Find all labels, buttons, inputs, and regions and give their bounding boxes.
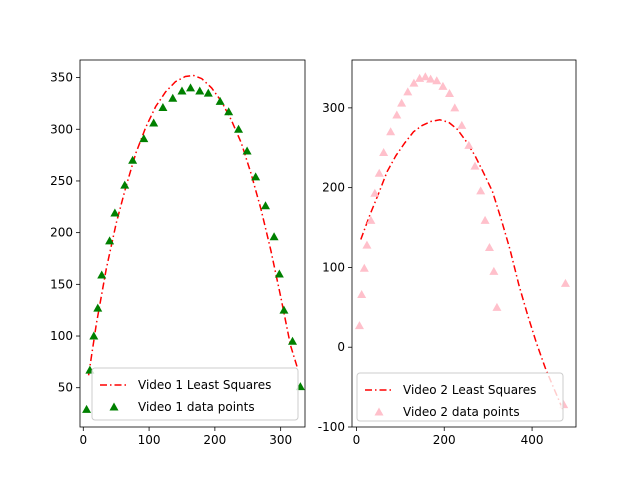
x-tick-label: 200	[203, 433, 226, 447]
data-point-triangle	[89, 331, 99, 340]
axes-frame	[351, 59, 577, 428]
data-point-triangle	[438, 81, 448, 90]
data-point-triangle	[82, 404, 92, 413]
legend-label: Video 1 data points	[138, 400, 255, 414]
data-point-triangle	[420, 72, 430, 81]
legend-label: Video 2 data points	[403, 405, 520, 419]
data-point-triangle	[445, 89, 455, 98]
chart-panel-2: Video 2 Least Squares Video 2 data points…	[318, 59, 577, 447]
data-point-triangle	[392, 110, 402, 119]
legend-box	[91, 367, 299, 421]
x-tick-label: 400	[521, 433, 544, 447]
legend-marker-swatch	[109, 402, 119, 411]
data-point-triangle	[397, 98, 407, 107]
data-point-triangle	[464, 140, 474, 149]
x-tick-label: 300	[269, 433, 292, 447]
data-point-triangle	[186, 83, 196, 92]
data-point-triangle	[149, 118, 159, 127]
data-point-triangle	[386, 127, 396, 136]
data-point-triangle	[489, 266, 499, 275]
y-tick-label: 350	[50, 71, 73, 85]
x-tick-label: 100	[138, 433, 161, 447]
data-point-triangle	[357, 290, 367, 299]
data-point-triangle	[203, 88, 213, 97]
data-point-triangle	[409, 78, 419, 87]
data-point-triangle	[242, 146, 252, 155]
data-point-triangle	[484, 242, 494, 251]
data-point-triangle	[224, 107, 234, 116]
data-point-triangle	[480, 215, 490, 224]
data-point-triangle	[105, 236, 115, 245]
data-point-triangle	[274, 269, 284, 278]
data-point-triangle	[215, 96, 225, 105]
data-point-triangle	[234, 124, 244, 133]
legend: Video 1 Least Squares Video 1 data points	[91, 367, 299, 421]
data-point-triangle	[457, 120, 467, 129]
data-point-triangle	[261, 201, 271, 210]
data-point-triangle	[379, 148, 389, 157]
y-tick-label: 300	[50, 122, 73, 136]
data-point-triangle	[470, 161, 480, 170]
y-tick-label: 250	[50, 174, 73, 188]
x-tick-label: 0	[353, 433, 361, 447]
data-point-triangle	[359, 263, 369, 272]
data-point-triangle	[251, 172, 261, 181]
data-point-triangle	[492, 302, 502, 311]
data-point-triangle	[168, 93, 178, 102]
data-point-triangle	[158, 103, 168, 112]
data-point-triangle	[403, 87, 413, 96]
legend-label: Video 1 Least Squares	[138, 378, 271, 392]
data-point-triangle	[560, 278, 570, 287]
data-point-triangle	[370, 188, 380, 197]
data-point-triangle	[93, 303, 103, 312]
data-point-triangle	[374, 168, 384, 177]
chart-panel-1: Video 1 Least Squares Video 1 data points…	[50, 59, 306, 447]
data-point-triangle	[269, 232, 279, 241]
data-point-triangle	[139, 134, 149, 143]
data-point-triangle	[450, 103, 460, 112]
y-tick-label: 50	[58, 381, 73, 395]
legend: Video 2 Least Squares Video 2 data points	[356, 372, 564, 422]
y-tick-label: 100	[322, 260, 345, 274]
y-tick-label: 100	[50, 329, 73, 343]
y-tick-label: 200	[322, 181, 345, 195]
axes-frame	[79, 59, 306, 428]
data-point-triangle	[195, 86, 205, 95]
least-squares-line	[87, 74, 299, 376]
y-tick-label: 150	[50, 277, 73, 291]
y-tick-label: 300	[322, 101, 345, 115]
y-tick-label: -100	[318, 420, 345, 434]
data-point-triangle	[426, 74, 436, 83]
data-point-triangle	[110, 208, 120, 217]
legend-label: Video 2 Least Squares	[403, 383, 536, 397]
data-point-triangle	[279, 305, 289, 314]
data-point-triangle	[288, 336, 297, 345]
x-tick-label: 0	[79, 433, 87, 447]
y-tick-label: 0	[337, 340, 345, 354]
data-point-triangle	[97, 270, 107, 279]
data-point-triangle	[177, 86, 187, 95]
data-point-triangle	[354, 321, 364, 330]
data-point-triangle	[362, 240, 372, 249]
data-point-triangle	[128, 155, 138, 164]
data-point-triangle	[366, 215, 376, 224]
data-point-triangle	[432, 76, 442, 85]
least-squares-line	[360, 119, 564, 410]
legend-box	[356, 372, 564, 422]
legend-marker-swatch	[374, 407, 384, 416]
x-tick-label: 200	[433, 433, 456, 447]
y-tick-label: 200	[50, 226, 73, 240]
data-point-triangle	[120, 180, 130, 189]
data-point-triangle	[476, 186, 486, 195]
